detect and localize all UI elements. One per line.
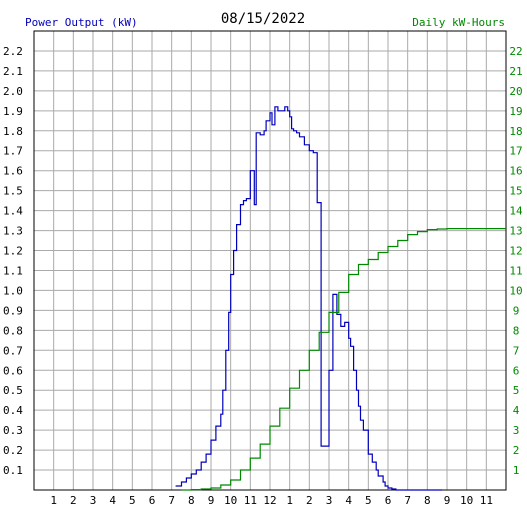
left-tick-label: 2.1 [3,65,23,78]
x-tick-label: 4 [109,494,116,507]
right-tick-label: 4 [513,404,520,417]
right-tick-label: 6 [513,364,520,377]
right-tick-label: 17 [509,145,522,158]
left-tick-label: 0.9 [3,304,23,317]
x-tick-label: 2 [306,494,313,507]
x-tick-label: 3 [90,494,97,507]
grid-lines [34,31,506,490]
left-tick-labels: 0.1 0.2 0.3 0.4 0.5 0.6 0.7 0.8 0.9 1.0 1.1 1.2 1.3 1… [3,45,23,477]
x-tick-label: 6 [385,494,392,507]
left-tick-label: 1.1 [3,264,23,277]
x-tick-label: 5 [365,494,372,507]
left-tick-label: 0.5 [3,384,23,397]
x-tick-label: 10 [460,494,473,507]
right-tick-label: 15 [509,185,522,198]
chart-title: 08/15/2022 [221,11,305,27]
x-tick-label: 10 [224,494,237,507]
x-tick-label: 6 [149,494,156,507]
left-tick-label: 2.0 [3,85,23,98]
left-tick-label: 2.2 [3,45,23,58]
x-tick-label: 1 [50,494,57,507]
x-tick-label: 12 [263,494,276,507]
right-tick-label: 21 [509,65,522,78]
right-tick-label: 5 [513,384,520,397]
power-output-line [175,106,443,491]
x-tick-label: 9 [208,494,215,507]
left-tick-label: 0.6 [3,364,23,377]
right-tick-label: 7 [513,344,520,357]
x-tick-label: 2 [70,494,77,507]
x-tick-label: 3 [326,494,333,507]
right-tick-label: 12 [509,245,522,258]
right-tick-label: 18 [509,125,522,138]
daily-kwh-line [181,228,506,491]
x-tick-label: 8 [424,494,431,507]
right-tick-label: 14 [509,205,523,218]
left-tick-label: 1.8 [3,125,23,138]
right-tick-label: 3 [513,424,520,437]
right-tick-label: 1 [513,464,520,477]
x-tick-label: 8 [188,494,195,507]
left-tick-label: 1.6 [3,165,23,178]
plot-border [33,30,507,491]
left-tick-label: 1.5 [3,185,23,198]
left-tick-label: 1.9 [3,105,23,118]
left-tick-label: 1.0 [3,284,23,297]
right-tick-label: 16 [509,165,522,178]
x-tick-label: 7 [404,494,411,507]
right-tick-label: 22 [509,45,522,58]
left-tick-label: 0.1 [3,464,23,477]
left-tick-label: 0.8 [3,324,23,337]
left-tick-label: 0.2 [3,444,23,457]
x-tick-label: 4 [345,494,352,507]
right-tick-label: 20 [509,85,522,98]
right-tick-label: 13 [509,225,522,238]
right-axis-label: Daily kW-Hours [412,16,505,29]
left-tick-label: 1.4 [3,205,23,218]
right-tick-label: 8 [513,324,520,337]
right-tick-label: 11 [509,264,522,277]
left-tick-label: 1.3 [3,225,23,238]
x-tick-labels: 1 2 3 4 5 6 7 8 9 10 11 12 1 2 3 4 5 6 7 8 9 10 11 [50,494,493,507]
x-tick-label: 11 [244,494,257,507]
right-tick-label: 2 [513,444,520,457]
series-layer [175,106,506,491]
x-tick-label: 1 [286,494,293,507]
x-tick-label: 5 [129,494,136,507]
x-tick-label: 11 [480,494,493,507]
right-tick-label: 10 [509,284,522,297]
left-tick-label: 0.3 [3,424,23,437]
left-axis-label: Power Output (kW) [25,16,138,29]
right-tick-label: 19 [509,105,522,118]
left-tick-label: 1.7 [3,145,23,158]
left-tick-label: 0.7 [3,344,23,357]
left-tick-label: 1.2 [3,245,23,258]
right-tick-label: 9 [513,304,520,317]
left-tick-label: 0.4 [3,404,23,417]
x-tick-label: 9 [444,494,451,507]
x-tick-label: 7 [168,494,175,507]
